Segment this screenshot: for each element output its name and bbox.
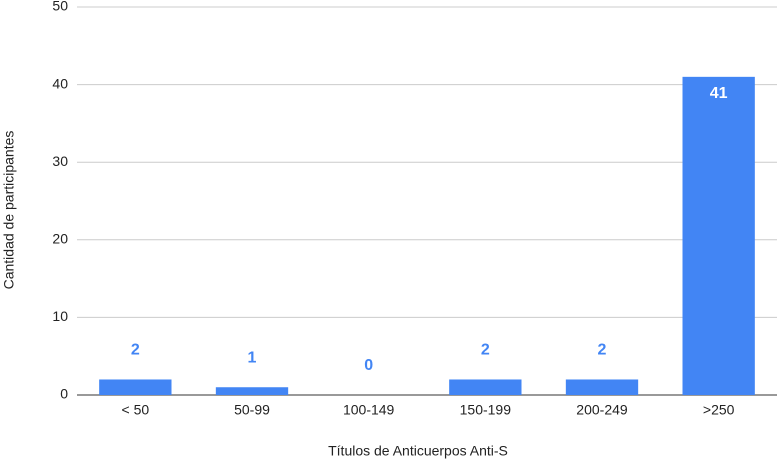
x-tick-label: >250 — [703, 402, 735, 418]
value-label: 0 — [364, 357, 373, 374]
y-tick-label: 10 — [52, 308, 68, 324]
x-tick-label: 200-249 — [576, 402, 628, 418]
bar — [565, 379, 639, 395]
bar — [215, 387, 289, 395]
value-label: 2 — [481, 342, 490, 359]
x-tick-label: < 50 — [122, 402, 150, 418]
bar — [449, 379, 522, 395]
value-label: 2 — [598, 342, 607, 359]
bar — [99, 379, 172, 395]
y-tick-label: 50 — [52, 0, 68, 14]
bar — [682, 76, 755, 395]
y-tick-label: 20 — [52, 231, 68, 247]
x-tick-label: 100-149 — [343, 402, 395, 418]
y-tick-label: 40 — [52, 75, 68, 91]
x-axis-label: Títulos de Anticuerpos Anti-S — [328, 443, 508, 459]
x-tick-label: 150-199 — [460, 402, 512, 418]
value-label: 1 — [248, 349, 257, 366]
value-label: 41 — [710, 85, 728, 102]
y-tick-label: 30 — [52, 153, 68, 169]
x-tick-label: 50-99 — [234, 402, 270, 418]
y-tick-label: 0 — [60, 386, 68, 402]
value-label: 2 — [131, 342, 140, 359]
y-axis-label: Cantidad de participantes — [1, 131, 17, 290]
